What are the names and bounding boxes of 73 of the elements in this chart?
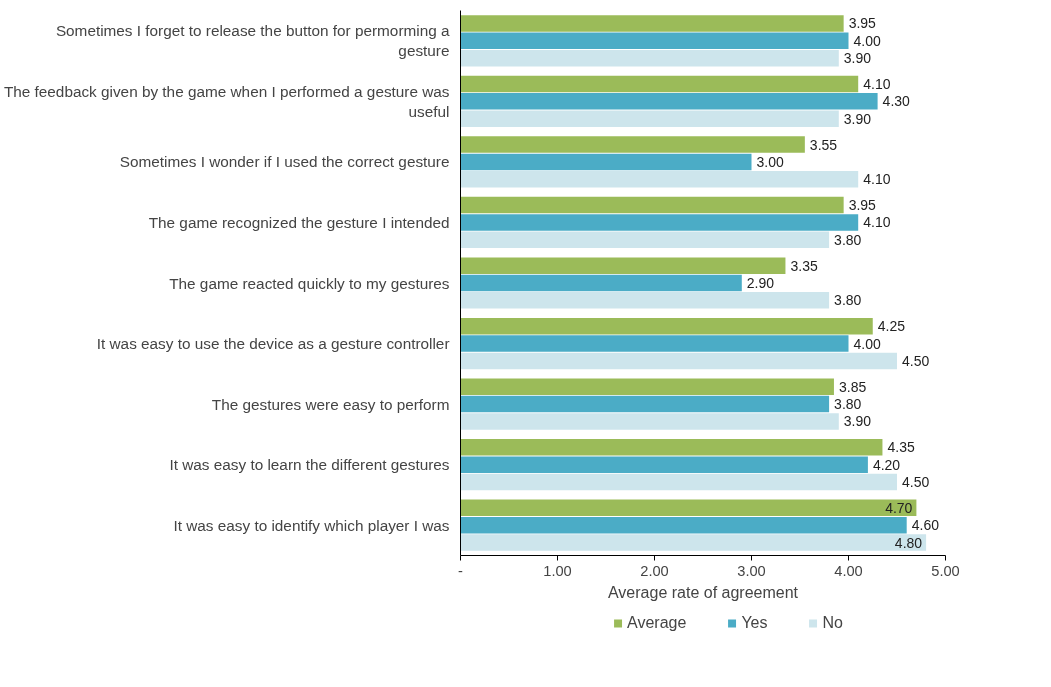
data-label: 4.00 xyxy=(853,32,881,49)
legend-label: Yes xyxy=(741,614,768,632)
bar xyxy=(460,49,839,67)
bar xyxy=(460,352,897,370)
legend-label: Average xyxy=(627,614,687,632)
data-label: 4.80 xyxy=(894,534,923,551)
data-label: 3.55 xyxy=(809,136,838,153)
bar xyxy=(460,516,907,534)
bar xyxy=(460,93,878,110)
y-tick-label: The feedback given by the game when I performed a gesture was useful xyxy=(3,82,450,121)
data-label: 3.95 xyxy=(848,15,877,32)
y-tick-label: It was easy to learn the different gestures xyxy=(169,456,450,474)
data-label: 4.50 xyxy=(902,474,930,491)
data-label: 3.00 xyxy=(756,153,784,170)
data-label: 4.50 xyxy=(902,352,930,369)
x-axis-title: Average rate of agreement xyxy=(607,583,799,601)
data-label: 4.70 xyxy=(885,499,913,516)
bar xyxy=(460,153,752,171)
data-label: 4.25 xyxy=(877,318,906,335)
bar xyxy=(460,274,742,292)
y-tick-label: It was easy to identify which player I was xyxy=(173,516,450,534)
data-label: 4.10 xyxy=(863,75,891,92)
bar xyxy=(460,171,859,188)
data-label: 4.20 xyxy=(872,456,901,473)
bar xyxy=(460,335,849,352)
data-label: 3.90 xyxy=(843,110,872,127)
x-tick-label: 5.00 xyxy=(931,562,960,579)
bar xyxy=(460,534,927,551)
data-label: 3.95 xyxy=(848,197,877,214)
bar xyxy=(460,439,883,456)
bar xyxy=(460,378,834,395)
bar xyxy=(460,257,786,274)
data-label: 4.10 xyxy=(863,214,891,231)
data-label: 4.30 xyxy=(882,93,911,110)
x-tick-label: - xyxy=(458,562,464,579)
bar xyxy=(460,499,917,517)
x-tick-label: 4.00 xyxy=(834,562,863,579)
data-label: 3.35 xyxy=(790,257,818,274)
data-label: 3.85 xyxy=(838,378,867,395)
bar xyxy=(460,15,844,32)
y-tick-label: The game recognized the gesture I intended xyxy=(148,213,450,231)
bar xyxy=(460,413,839,430)
data-label: 3.90 xyxy=(843,50,872,67)
x-tick-label: 2.00 xyxy=(640,562,669,579)
y-tick-label: The game reacted quickly to my gestures xyxy=(169,274,450,292)
y-tick-label: Sometimes I forget to release the button for permorming a gesture xyxy=(55,22,450,60)
bar xyxy=(460,395,830,413)
y-tick-label: Sometimes I wonder if I used the correct gesture xyxy=(119,153,450,171)
bar xyxy=(460,317,873,335)
bar xyxy=(460,75,859,93)
bar xyxy=(460,214,859,231)
bar xyxy=(460,110,839,127)
data-label: 4.60 xyxy=(911,517,940,534)
x-tick-label: 1.00 xyxy=(543,562,572,579)
data-label: 4.35 xyxy=(887,439,915,456)
x-tick-label: 3.00 xyxy=(737,562,766,579)
data-label: 4.00 xyxy=(853,335,881,352)
bar xyxy=(460,136,805,153)
data-label: 2.90 xyxy=(746,275,775,291)
bar xyxy=(460,231,830,249)
data-label: 3.90 xyxy=(843,413,872,430)
data-label: 3.80 xyxy=(834,396,862,413)
data-label: 3.80 xyxy=(834,292,862,309)
y-tick-label: It was easy to use the device as a gesture controller xyxy=(96,335,450,353)
data-label: 3.80 xyxy=(834,231,862,248)
data-label: 4.10 xyxy=(863,171,891,188)
bar xyxy=(460,32,849,50)
bar xyxy=(460,473,897,491)
legend-label: No xyxy=(822,614,843,632)
bar xyxy=(460,196,844,214)
y-tick-label: The gestures were easy to perform xyxy=(211,395,450,413)
bar xyxy=(460,292,830,309)
bar xyxy=(460,456,868,473)
